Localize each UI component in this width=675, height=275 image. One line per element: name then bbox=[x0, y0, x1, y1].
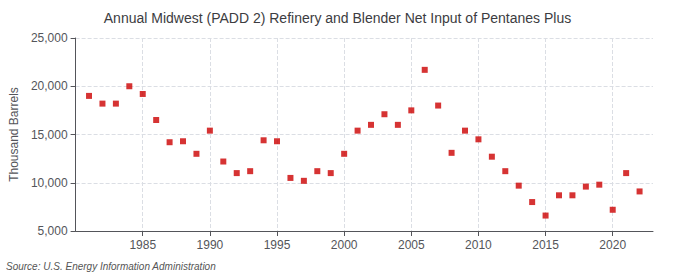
svg-text:10,000: 10,000 bbox=[31, 176, 68, 190]
svg-text:15,000: 15,000 bbox=[31, 128, 68, 142]
svg-text:Annual Midwest (PADD 2) Refine: Annual Midwest (PADD 2) Refinery and Ble… bbox=[104, 10, 571, 26]
svg-text:20,000: 20,000 bbox=[31, 79, 68, 93]
svg-text:1990: 1990 bbox=[197, 238, 224, 252]
svg-text:2005: 2005 bbox=[398, 238, 425, 252]
svg-text:1995: 1995 bbox=[264, 238, 291, 252]
svg-text:2010: 2010 bbox=[465, 238, 492, 252]
svg-text:25,000: 25,000 bbox=[31, 31, 68, 45]
svg-text:1985: 1985 bbox=[129, 238, 156, 252]
svg-text:Thousand Barrels: Thousand Barrels bbox=[7, 87, 21, 182]
svg-text:2015: 2015 bbox=[532, 238, 559, 252]
svg-text:2000: 2000 bbox=[331, 238, 358, 252]
svg-text:Source: U.S. Energy Informatio: Source: U.S. Energy Information Administ… bbox=[6, 261, 216, 272]
svg-text:2020: 2020 bbox=[599, 238, 626, 252]
svg-text:5,000: 5,000 bbox=[38, 224, 68, 238]
